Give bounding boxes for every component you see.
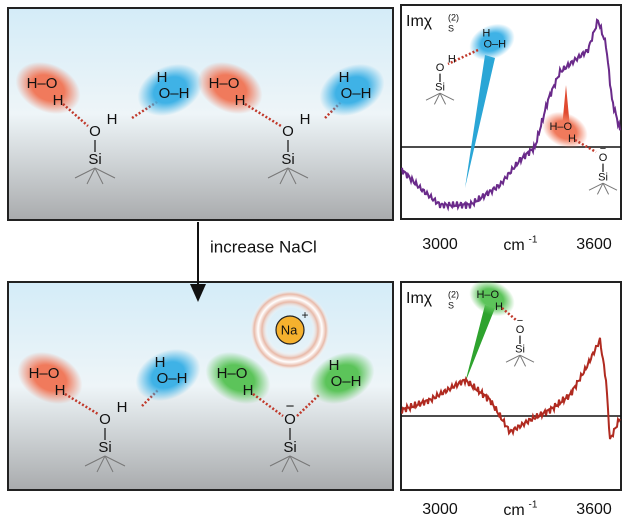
label: (2) <box>448 12 459 22</box>
label: H <box>339 69 350 86</box>
label: H <box>55 382 66 399</box>
label: Si <box>281 151 294 168</box>
label: Si <box>98 439 111 456</box>
label: O <box>282 123 294 140</box>
label: H <box>53 92 64 109</box>
label: H–O <box>217 365 248 382</box>
label: + <box>301 308 308 322</box>
label: O–H <box>331 373 362 390</box>
label: Si <box>598 172 608 184</box>
label: H <box>495 301 503 313</box>
label: H <box>482 28 490 40</box>
label: O–H <box>341 85 372 102</box>
label: Si <box>88 151 101 168</box>
spectrum-panel <box>401 282 621 490</box>
label: H <box>157 69 168 86</box>
label: − <box>286 398 295 415</box>
label: O–H <box>157 370 188 387</box>
label: -1 <box>529 235 538 246</box>
label: H–O <box>476 289 499 301</box>
figure: increase NaCl H–OHOHSiHO–HH–OHOHSiHO–HH–… <box>0 0 623 522</box>
label: Imχ <box>406 290 433 307</box>
label: H <box>117 399 128 416</box>
label: cm <box>503 502 524 519</box>
label: O–H <box>159 85 190 102</box>
label: H <box>300 111 311 128</box>
label: S <box>448 23 454 33</box>
label: 3600 <box>576 501 612 518</box>
label: − <box>517 315 523 327</box>
label: H <box>107 111 118 128</box>
label: H <box>329 357 340 374</box>
label: O <box>89 123 101 140</box>
label: Na <box>281 322 298 337</box>
label: cm <box>503 237 524 254</box>
label: H <box>243 382 254 399</box>
label: S <box>448 300 454 310</box>
label: 3000 <box>422 236 458 253</box>
label: O <box>99 411 111 428</box>
label: Si <box>435 82 445 94</box>
label: O <box>436 62 445 74</box>
label: H–O <box>27 75 58 92</box>
label: H <box>155 354 166 371</box>
label: H <box>568 133 576 145</box>
label: − <box>600 143 606 155</box>
label: 3000 <box>422 501 458 518</box>
label: Si <box>515 344 525 356</box>
label: H <box>235 92 246 109</box>
label: Imχ <box>406 13 433 30</box>
label: H <box>448 54 456 66</box>
label: 3600 <box>576 236 612 253</box>
arrow-label: increase NaCl <box>210 237 317 256</box>
label: H–O <box>549 121 572 133</box>
label: (2) <box>448 289 459 299</box>
label: H–O <box>29 365 60 382</box>
label: O–H <box>483 39 506 51</box>
label: H–O <box>209 75 240 92</box>
label: Si <box>283 439 296 456</box>
label: -1 <box>529 500 538 511</box>
